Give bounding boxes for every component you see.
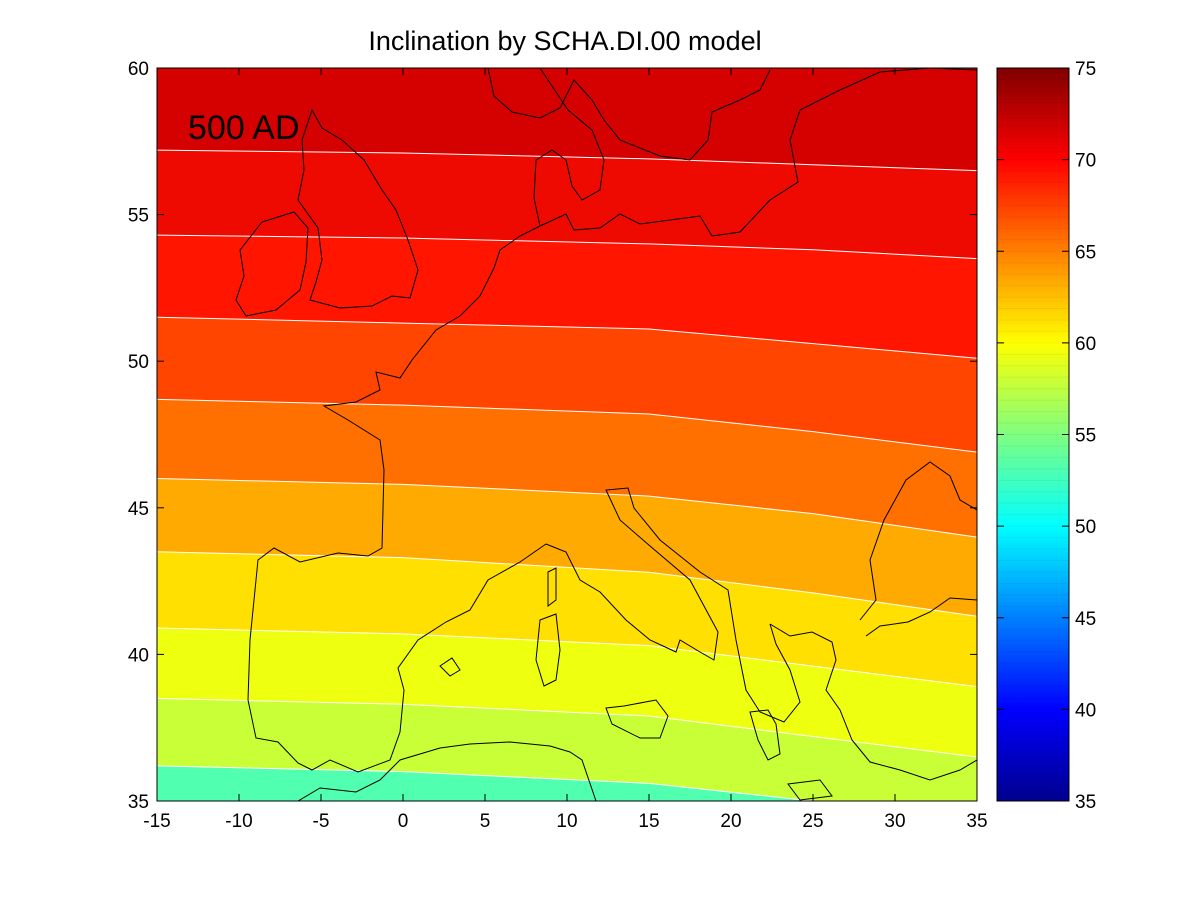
colorbar-tick-label: 65 [1075,242,1096,263]
coastline-iberia [247,469,547,773]
colorbar-tick-label: 55 [1075,426,1096,447]
coastline-mallorca [439,657,461,677]
coastline-corsica [547,567,557,607]
coastline-france [322,68,977,471]
colorbar: 75 70 65 60 55 50 45 40 35 [996,59,1096,813]
coastline-ireland [235,211,309,317]
colorbar-tick-label: 35 [1075,792,1096,813]
contour-line-65 [157,316,977,359]
y-tick-label: 55 [128,206,149,227]
colorbar-tick-label: 60 [1075,334,1096,355]
contour-line-67.5 [157,234,977,260]
colorbar-ticks: 75 70 65 60 55 50 45 40 35 [997,59,1096,813]
colorbar-tick-label: 75 [1075,59,1096,80]
y-tick-label: 35 [128,792,149,813]
x-tick-label: -10 [225,811,252,832]
x-axis: -15 -10 -5 0 5 10 15 20 25 30 35 [143,68,988,832]
x-tick-label: 30 [884,811,905,832]
colorbar-gradient [996,67,1070,802]
chart-title: Inclination by SCHA.DI.00 model [368,26,761,56]
x-tick-label: 20 [720,811,741,832]
y-tick-label: 60 [128,59,149,80]
year-annotation: 500 AD [188,109,300,147]
x-tick-label: -15 [143,811,170,832]
x-tick-label: 25 [802,811,823,832]
contour-lines [157,149,977,801]
coastline-crete [787,779,833,801]
contour-line-52.5 [157,697,977,758]
y-axis: 60 55 50 45 40 35 [128,59,977,813]
contour-line-60 [157,477,977,538]
x-tick-label: 0 [398,811,409,832]
coastline-map [235,68,977,801]
coastline-sardinia [535,613,561,687]
band-bottom [157,765,813,801]
colorbar-tick-label: 45 [1075,609,1096,630]
x-tick-label: 5 [480,811,491,832]
x-tick-label: 35 [966,811,987,832]
contour-line-55 [157,627,977,688]
colorbar-tick-label: 40 [1075,700,1096,721]
contour-line-62.5 [157,398,977,453]
coastline-denmark [533,68,605,227]
x-tick-label: -5 [313,811,330,832]
plot-area: 500 AD [156,67,978,802]
colorbar-steps [998,78,1068,791]
contour-line-50 [157,765,819,801]
colorbar-tick-label: 70 [1075,151,1096,172]
x-tick-label: 15 [638,811,659,832]
colorbar-tick-label: 50 [1075,517,1096,538]
inclination-bands [157,68,977,801]
coastline-britain [297,108,419,309]
x-tick-label: 10 [556,811,577,832]
coastline-blacksea [859,461,977,637]
coastline-sicily [605,699,669,739]
y-tick-label: 50 [128,352,149,373]
contour-line-70 [157,149,977,172]
coastline-africa [297,741,597,801]
contour-line-57.5 [157,551,977,617]
coastline-greece [749,709,781,761]
y-tick-label: 40 [128,645,149,666]
coastline-balkans [769,623,977,781]
coastline-scandinavia [487,68,771,161]
y-tick-label: 45 [128,499,149,520]
